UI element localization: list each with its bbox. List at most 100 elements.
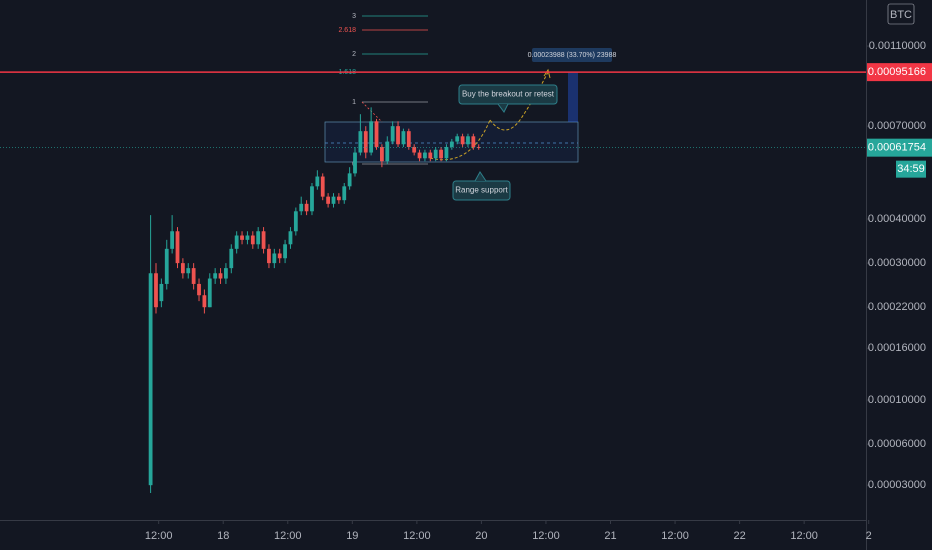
candle-body — [336, 196, 341, 201]
candle-body — [417, 152, 422, 159]
x-tick-label: 12:00 — [274, 530, 302, 542]
y-tick-label: 0.00022000 — [868, 301, 926, 313]
last-price-tag — [867, 138, 932, 157]
note-pointer — [474, 171, 487, 182]
y-tick-label: 0.00070000 — [868, 120, 926, 132]
measure-box — [532, 48, 612, 62]
candle-body — [191, 268, 196, 284]
currency-box — [887, 3, 915, 25]
y-tick-label: 0.00016000 — [868, 342, 926, 354]
target-box — [568, 72, 578, 122]
x-tick-label: 12:00 — [403, 530, 431, 542]
candle-body — [401, 131, 406, 145]
candle-body — [460, 136, 465, 145]
candle-body — [197, 283, 201, 296]
fib-label: 1 — [352, 99, 356, 106]
candle-body — [428, 152, 433, 159]
x-tick-label: 12:00 — [532, 530, 560, 542]
candle-body — [476, 146, 481, 148]
fib-label: 2.618 — [338, 27, 356, 34]
candle-body — [240, 235, 244, 240]
candle-body — [267, 248, 271, 264]
projection-arrow — [429, 119, 491, 161]
x-tick-label: 12:00 — [145, 530, 173, 542]
candle-body — [299, 203, 304, 212]
x-tick-label: 22 — [733, 530, 745, 542]
candle-body — [444, 146, 449, 159]
candle-body — [164, 248, 169, 284]
candle-body — [229, 248, 234, 269]
candle-body — [170, 231, 175, 249]
x-tick-label: 12:00 — [790, 530, 818, 542]
candle-body — [385, 141, 390, 162]
countdown-tag — [896, 160, 926, 178]
y-tick-label: 0.00030000 — [868, 257, 926, 269]
candle-body — [148, 273, 153, 486]
candle-body — [406, 131, 411, 147]
candle-body — [154, 273, 158, 308]
y-tick-label: 0.00010000 — [868, 394, 926, 406]
last-price-label: 0.00061754 — [868, 142, 926, 154]
candle-body — [455, 136, 460, 142]
currency: BTC — [890, 9, 912, 21]
candle-body — [342, 186, 347, 201]
candle-body — [433, 149, 438, 159]
note-text: Range support — [455, 186, 508, 195]
candle-body — [234, 235, 239, 249]
candle-body — [245, 235, 250, 240]
candle-body — [304, 203, 309, 212]
candle-body — [369, 121, 374, 153]
candle-body — [380, 146, 384, 162]
candle-body — [310, 186, 314, 212]
candle-body — [186, 268, 191, 274]
candle-body — [439, 149, 443, 159]
candle-body — [471, 136, 476, 147]
candle-body — [358, 131, 363, 153]
countdown: 34:59 — [897, 163, 925, 175]
candle-body — [250, 235, 255, 245]
fib-trend — [361, 101, 383, 123]
x-tick-label: 18 — [217, 530, 229, 542]
candle-body — [449, 141, 454, 147]
candle-body — [159, 283, 164, 302]
candle-body — [326, 196, 331, 204]
y-tick-label: 0.00003000 — [868, 479, 926, 491]
x-tick-label: 20 — [475, 530, 487, 542]
candle-body — [347, 173, 352, 187]
candle-body — [466, 136, 470, 145]
candle-body — [353, 152, 357, 174]
candle-body — [218, 273, 223, 279]
x-tick-label: 21 — [604, 530, 616, 542]
candle-body — [180, 263, 185, 274]
candle-body — [207, 278, 212, 308]
candle-body — [213, 273, 218, 279]
candle-body — [277, 253, 282, 259]
y-tick-label: 0.00110000 — [869, 40, 926, 52]
candle-body — [396, 126, 400, 145]
candle-body — [288, 231, 293, 245]
candle-body — [412, 146, 417, 153]
candle-body — [175, 231, 180, 264]
candle-body — [283, 244, 287, 259]
fib-label: 3 — [352, 13, 356, 20]
candle-body — [331, 196, 336, 204]
x-tick-label: 2 — [866, 530, 872, 542]
note-pointer — [497, 103, 509, 113]
candle-body — [202, 295, 207, 308]
y-tick-label: 0.00006000 — [868, 438, 926, 450]
target-tag — [867, 63, 932, 82]
candle-body — [272, 253, 277, 264]
x-tick-label: 12:00 — [661, 530, 689, 542]
candle-body — [390, 126, 395, 142]
candle-body — [363, 131, 368, 153]
candle-body — [374, 121, 379, 147]
measure-text: 0.00023988 (33.70%) 23988 — [528, 52, 617, 59]
candle-body — [256, 231, 261, 245]
target-label: 0.00095166 — [868, 66, 926, 78]
candle-body — [320, 176, 325, 197]
candle-body — [423, 152, 427, 159]
arrow-head — [543, 68, 551, 79]
